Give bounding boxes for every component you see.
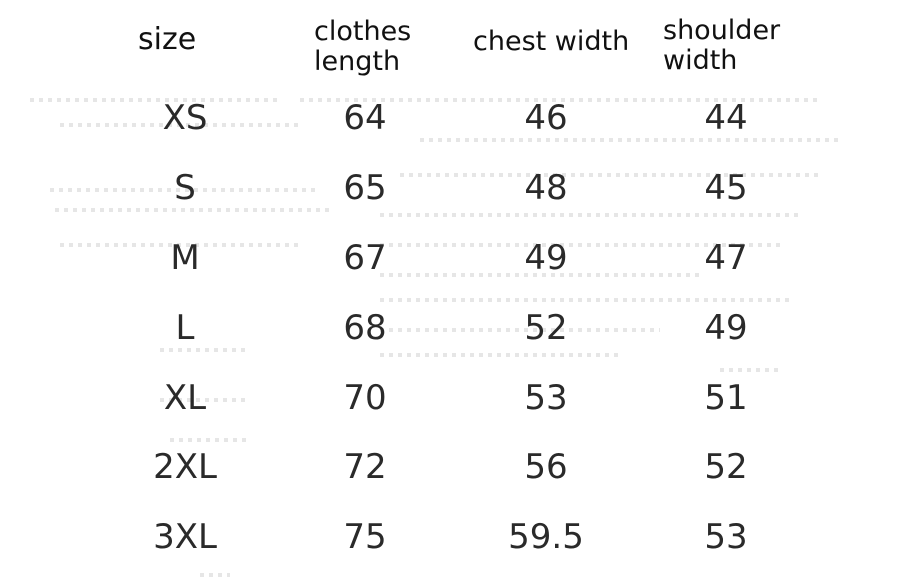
measure-cell: 48: [524, 168, 568, 208]
size-cell: L: [175, 308, 195, 348]
measure-cell: 65: [343, 168, 387, 208]
size-cell: M: [170, 238, 200, 278]
measure-cell: 56: [524, 447, 568, 487]
size-cell: XL: [163, 378, 207, 418]
measure-cell: 44: [704, 98, 748, 138]
measure-cell: 45: [704, 168, 748, 208]
measure-cell: 59.5: [508, 517, 584, 557]
measure-cell: 52: [524, 308, 568, 348]
measure-cell: 72: [343, 447, 387, 487]
size-cell: 3XL: [153, 517, 217, 557]
measure-cell: 46: [524, 98, 568, 138]
measure-cell: 67: [343, 238, 387, 278]
size-cell: S: [174, 168, 196, 208]
measure-cell: 75: [343, 517, 387, 557]
column-header: shoulder width: [663, 15, 781, 76]
measure-cell: 49: [704, 308, 748, 348]
measure-cell: 53: [524, 378, 568, 418]
column-header: chest width: [473, 26, 630, 57]
size-cell: 2XL: [153, 447, 217, 487]
measure-cell: 53: [704, 517, 748, 557]
size-cell: XS: [162, 98, 208, 138]
measure-cell: 68: [343, 308, 387, 348]
column-header: clothes length: [314, 16, 412, 77]
column-header: size: [138, 22, 197, 57]
measure-cell: 52: [704, 447, 748, 487]
measure-cell: 64: [343, 98, 387, 138]
measure-cell: 70: [343, 378, 387, 418]
measure-cell: 47: [704, 238, 748, 278]
measure-cell: 51: [704, 378, 748, 418]
measure-cell: 49: [524, 238, 568, 278]
